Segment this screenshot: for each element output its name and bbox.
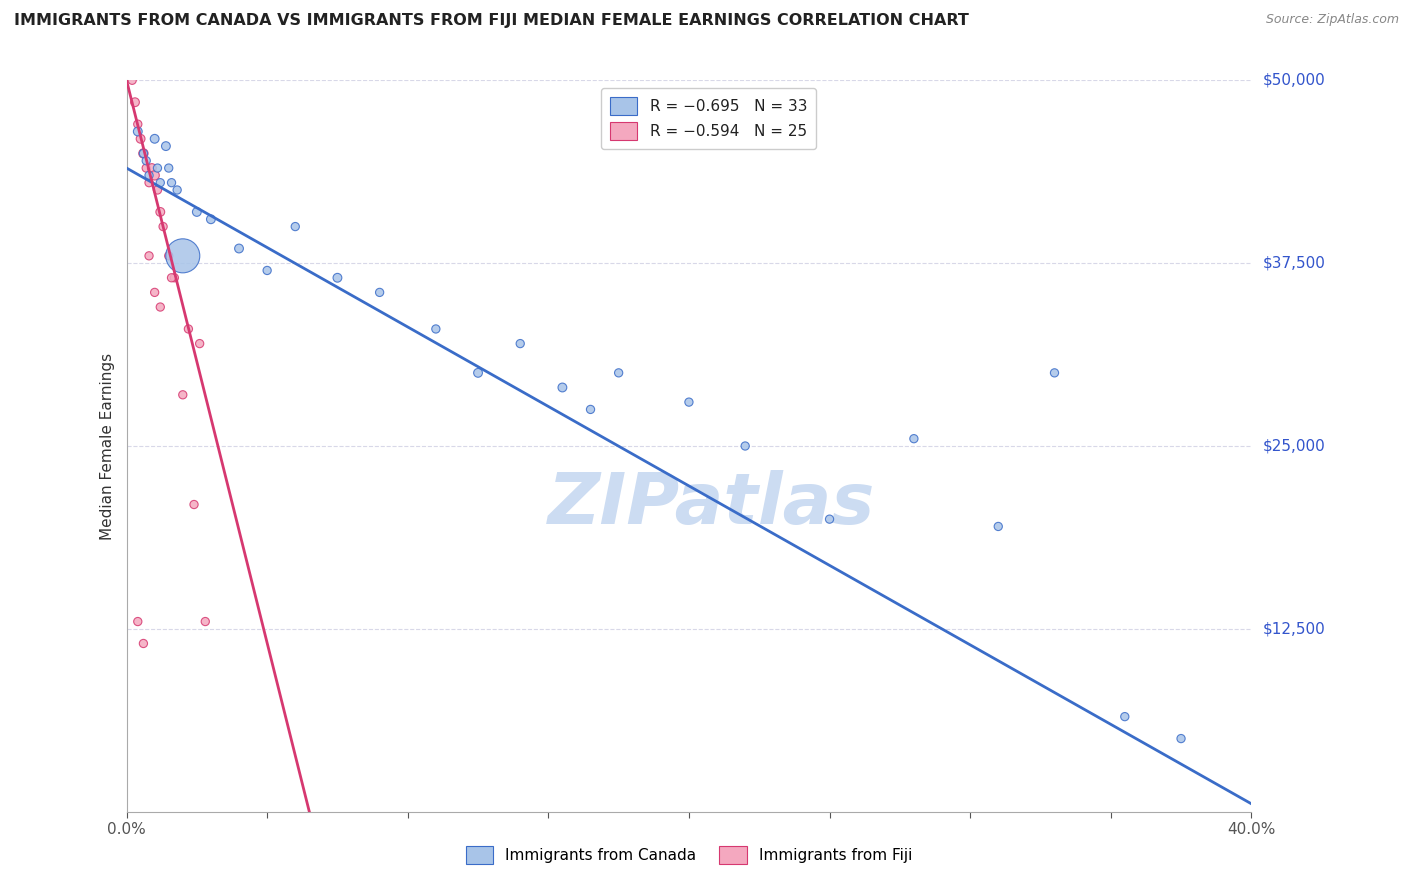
Point bbox=[127, 615, 149, 629]
Point bbox=[1043, 366, 1066, 380]
Point bbox=[132, 146, 155, 161]
Point bbox=[149, 205, 172, 219]
Point bbox=[425, 322, 447, 336]
Point bbox=[177, 322, 200, 336]
Point bbox=[135, 161, 157, 175]
Text: $12,500: $12,500 bbox=[1263, 622, 1326, 636]
Point bbox=[141, 161, 163, 175]
Point bbox=[228, 242, 250, 256]
Point bbox=[183, 498, 205, 512]
Point bbox=[194, 615, 217, 629]
Point bbox=[143, 169, 166, 183]
Point bbox=[903, 432, 925, 446]
Point bbox=[256, 263, 278, 277]
Text: $37,500: $37,500 bbox=[1263, 256, 1326, 270]
Legend: Immigrants from Canada, Immigrants from Fiji: Immigrants from Canada, Immigrants from … bbox=[460, 840, 918, 870]
Point bbox=[160, 270, 183, 285]
Point bbox=[1170, 731, 1192, 746]
Point bbox=[124, 95, 146, 110]
Point bbox=[987, 519, 1010, 533]
Text: $50,000: $50,000 bbox=[1263, 73, 1326, 87]
Point bbox=[579, 402, 602, 417]
Point bbox=[135, 153, 157, 168]
Point bbox=[132, 636, 155, 650]
Point bbox=[551, 380, 574, 394]
Point bbox=[678, 395, 700, 409]
Text: IMMIGRANTS FROM CANADA VS IMMIGRANTS FROM FIJI MEDIAN FEMALE EARNINGS CORRELATIO: IMMIGRANTS FROM CANADA VS IMMIGRANTS FRO… bbox=[14, 13, 969, 29]
Point bbox=[509, 336, 531, 351]
Point bbox=[172, 388, 194, 402]
Point bbox=[163, 270, 186, 285]
Point bbox=[160, 176, 183, 190]
Point bbox=[368, 285, 391, 300]
Point bbox=[129, 132, 152, 146]
Point bbox=[188, 336, 211, 351]
Text: ZIPatlas: ZIPatlas bbox=[548, 470, 875, 539]
Point bbox=[200, 212, 222, 227]
Text: Source: ZipAtlas.com: Source: ZipAtlas.com bbox=[1265, 13, 1399, 27]
Point bbox=[818, 512, 841, 526]
Point bbox=[467, 366, 489, 380]
Point bbox=[138, 249, 160, 263]
Point bbox=[138, 169, 160, 183]
Point bbox=[326, 270, 349, 285]
Point bbox=[172, 249, 194, 263]
Point bbox=[121, 73, 143, 87]
Y-axis label: Median Female Earnings: Median Female Earnings bbox=[100, 352, 115, 540]
Point bbox=[146, 161, 169, 175]
Point bbox=[186, 205, 208, 219]
Point bbox=[152, 219, 174, 234]
Point bbox=[166, 183, 188, 197]
Point bbox=[1114, 709, 1136, 723]
Point bbox=[127, 124, 149, 138]
Point bbox=[149, 300, 172, 314]
Point bbox=[143, 285, 166, 300]
Point bbox=[734, 439, 756, 453]
Point bbox=[138, 176, 160, 190]
Point bbox=[157, 161, 180, 175]
Point bbox=[284, 219, 307, 234]
Point bbox=[132, 146, 155, 161]
Point bbox=[143, 132, 166, 146]
Point bbox=[157, 249, 180, 263]
Point bbox=[149, 176, 172, 190]
Point bbox=[146, 183, 169, 197]
Point bbox=[127, 117, 149, 131]
Point bbox=[155, 139, 177, 153]
Text: $25,000: $25,000 bbox=[1263, 439, 1326, 453]
Point bbox=[607, 366, 630, 380]
